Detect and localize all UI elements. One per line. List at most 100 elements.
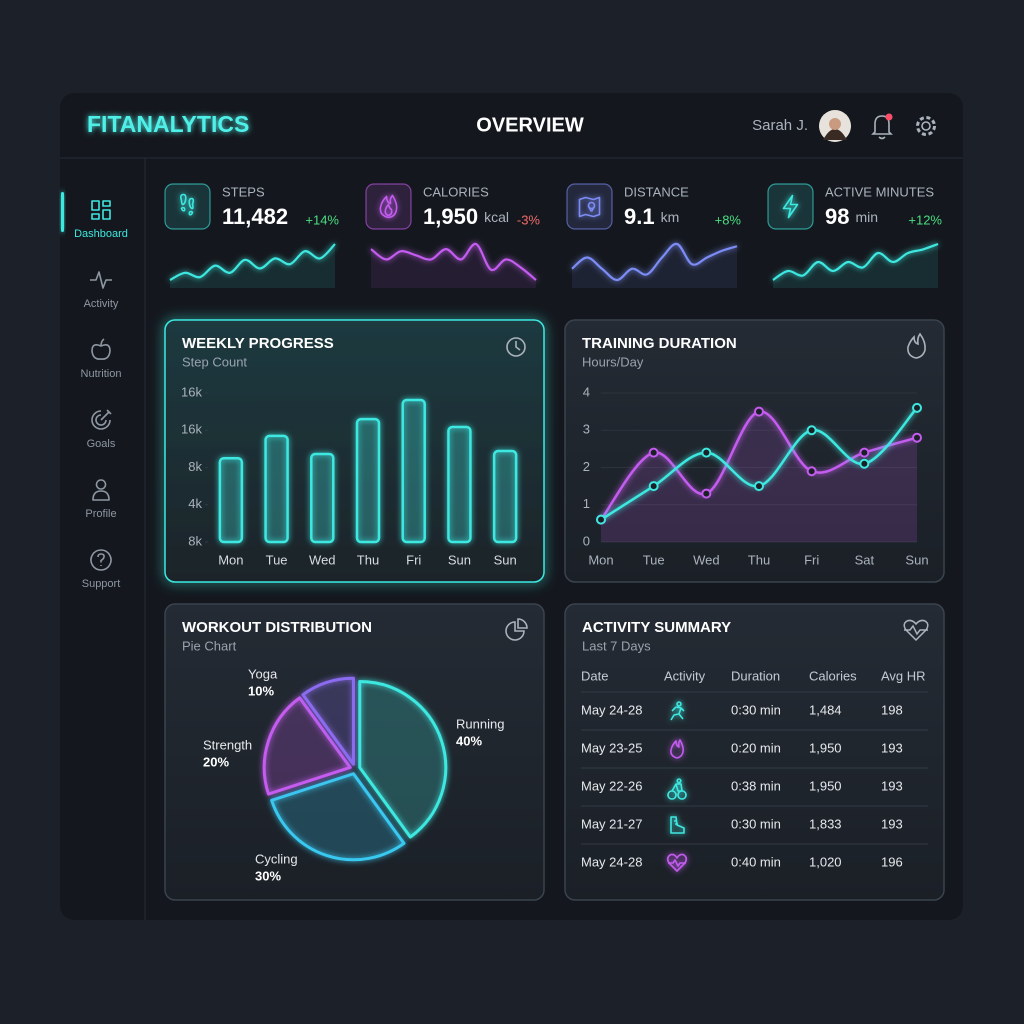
kpi-label: ACTIVE MINUTES [825,184,934,199]
nav-icon [91,409,112,430]
nav-item[interactable]: Goals [87,409,116,450]
pie-value-label: 40% [456,733,482,748]
column-header: Avg HR [881,668,926,683]
kpi-change: +14% [305,212,339,227]
nav-icon [90,271,112,289]
avatar-hair [823,129,847,140]
nav-item[interactable]: Support [82,549,121,590]
sparkline-area [572,243,737,288]
y-tick-label: 4 [583,384,590,399]
activity-icon [670,816,685,834]
nav-label: Support [82,578,121,590]
brand: FITANALYTICS [87,111,249,137]
table-cell: May 24-28 [581,702,642,717]
activity-icon [670,739,684,759]
table-cell: May 24-28 [581,854,642,869]
table-cell: 0:30 min [731,702,781,717]
x-tick-label: Mon [588,552,613,567]
point [701,447,712,458]
bell-body [871,115,893,135]
settings-icon[interactable] [916,116,936,136]
point [859,447,870,458]
x-tick-label: Wed [309,552,336,567]
kpi-value: 11,482 [222,204,288,229]
pie-label: Strength [203,737,252,752]
kpi-label: CALORIES [423,184,489,199]
point [859,458,870,469]
clock-icon [506,337,526,357]
x-tick-label: Thu [748,552,770,567]
table-cell: May 22-26 [581,778,642,793]
kpi-change: -3% [517,212,541,227]
nav-item[interactable]: Nutrition [81,338,122,380]
flame-icon [907,332,926,359]
bell-icon[interactable] [871,115,893,140]
kpi-unit: km [661,209,680,225]
nav-item[interactable]: Activity [84,271,119,310]
kpi-icon-box [164,183,211,230]
x-tick-label: Sat [855,552,875,567]
nav-label: Nutrition [81,368,122,380]
nav-icon [91,200,111,220]
point [648,447,659,458]
point [806,425,817,436]
nav-label: Goals [87,438,116,450]
bar [492,449,518,544]
x-tick-label: Mon [218,552,243,567]
kpi-number: 11,482 [222,204,288,229]
nav-item[interactable]: Profile [85,479,117,520]
nav-label: Dashboard [74,228,128,240]
bar [264,434,289,544]
bell-clapper [878,136,886,140]
sparkline [571,242,738,282]
kpi-icon-box [767,183,814,230]
point [754,406,764,417]
kpi-number: 9.1 [624,204,655,229]
nav-active-indicator [61,192,64,232]
pie-value-label: 20% [203,754,229,769]
card-subtitle: Step Count [182,354,247,369]
table-cell: 193 [881,816,903,831]
table-cell: May 21-27 [581,816,642,831]
gear-hub [921,121,931,131]
column-header: Duration [731,668,780,683]
pie-label: Running [456,716,504,731]
kpi-number: 98 [825,204,849,229]
pie-slice [358,679,448,839]
kpi-icon [180,193,195,216]
y-tick-label: 8k [188,533,202,548]
clock-face [506,337,526,357]
table-cell: 198 [881,702,903,717]
bar [401,398,426,544]
pie-label: Cycling [255,851,298,866]
x-tick-label: Fri [406,552,421,567]
nav-item[interactable]: Dashboard [61,192,128,240]
kpi-change: +8% [715,212,742,227]
user-name[interactable]: Sarah J. [752,117,808,134]
area [601,411,917,542]
y-tick-label: 1 [583,496,590,511]
pie-slice [270,772,406,862]
column-header: Calories [809,668,857,683]
kpi-card: ACTIVE MINUTES 98 min +12% [767,183,942,288]
sparkline [772,242,939,281]
bar [218,456,244,544]
card-subtitle: Last 7 Days [582,638,651,653]
column-header: Activity [664,668,706,683]
training-duration-card [564,319,945,583]
kpi-value: 98 min [825,204,878,229]
kpi-label: DISTANCE [624,184,689,199]
sparkline [370,242,537,281]
table-cell: May 23-25 [581,740,642,755]
table-cell: 1,950 [809,778,842,793]
table-cell: 0:30 min [731,816,781,831]
sparkline [169,243,336,281]
kpi-value: 9.1 km [624,204,679,229]
pie-slice [262,696,352,796]
column-header: Date [581,668,608,683]
point [912,402,922,413]
point [648,481,659,492]
avatar[interactable] [819,110,851,142]
